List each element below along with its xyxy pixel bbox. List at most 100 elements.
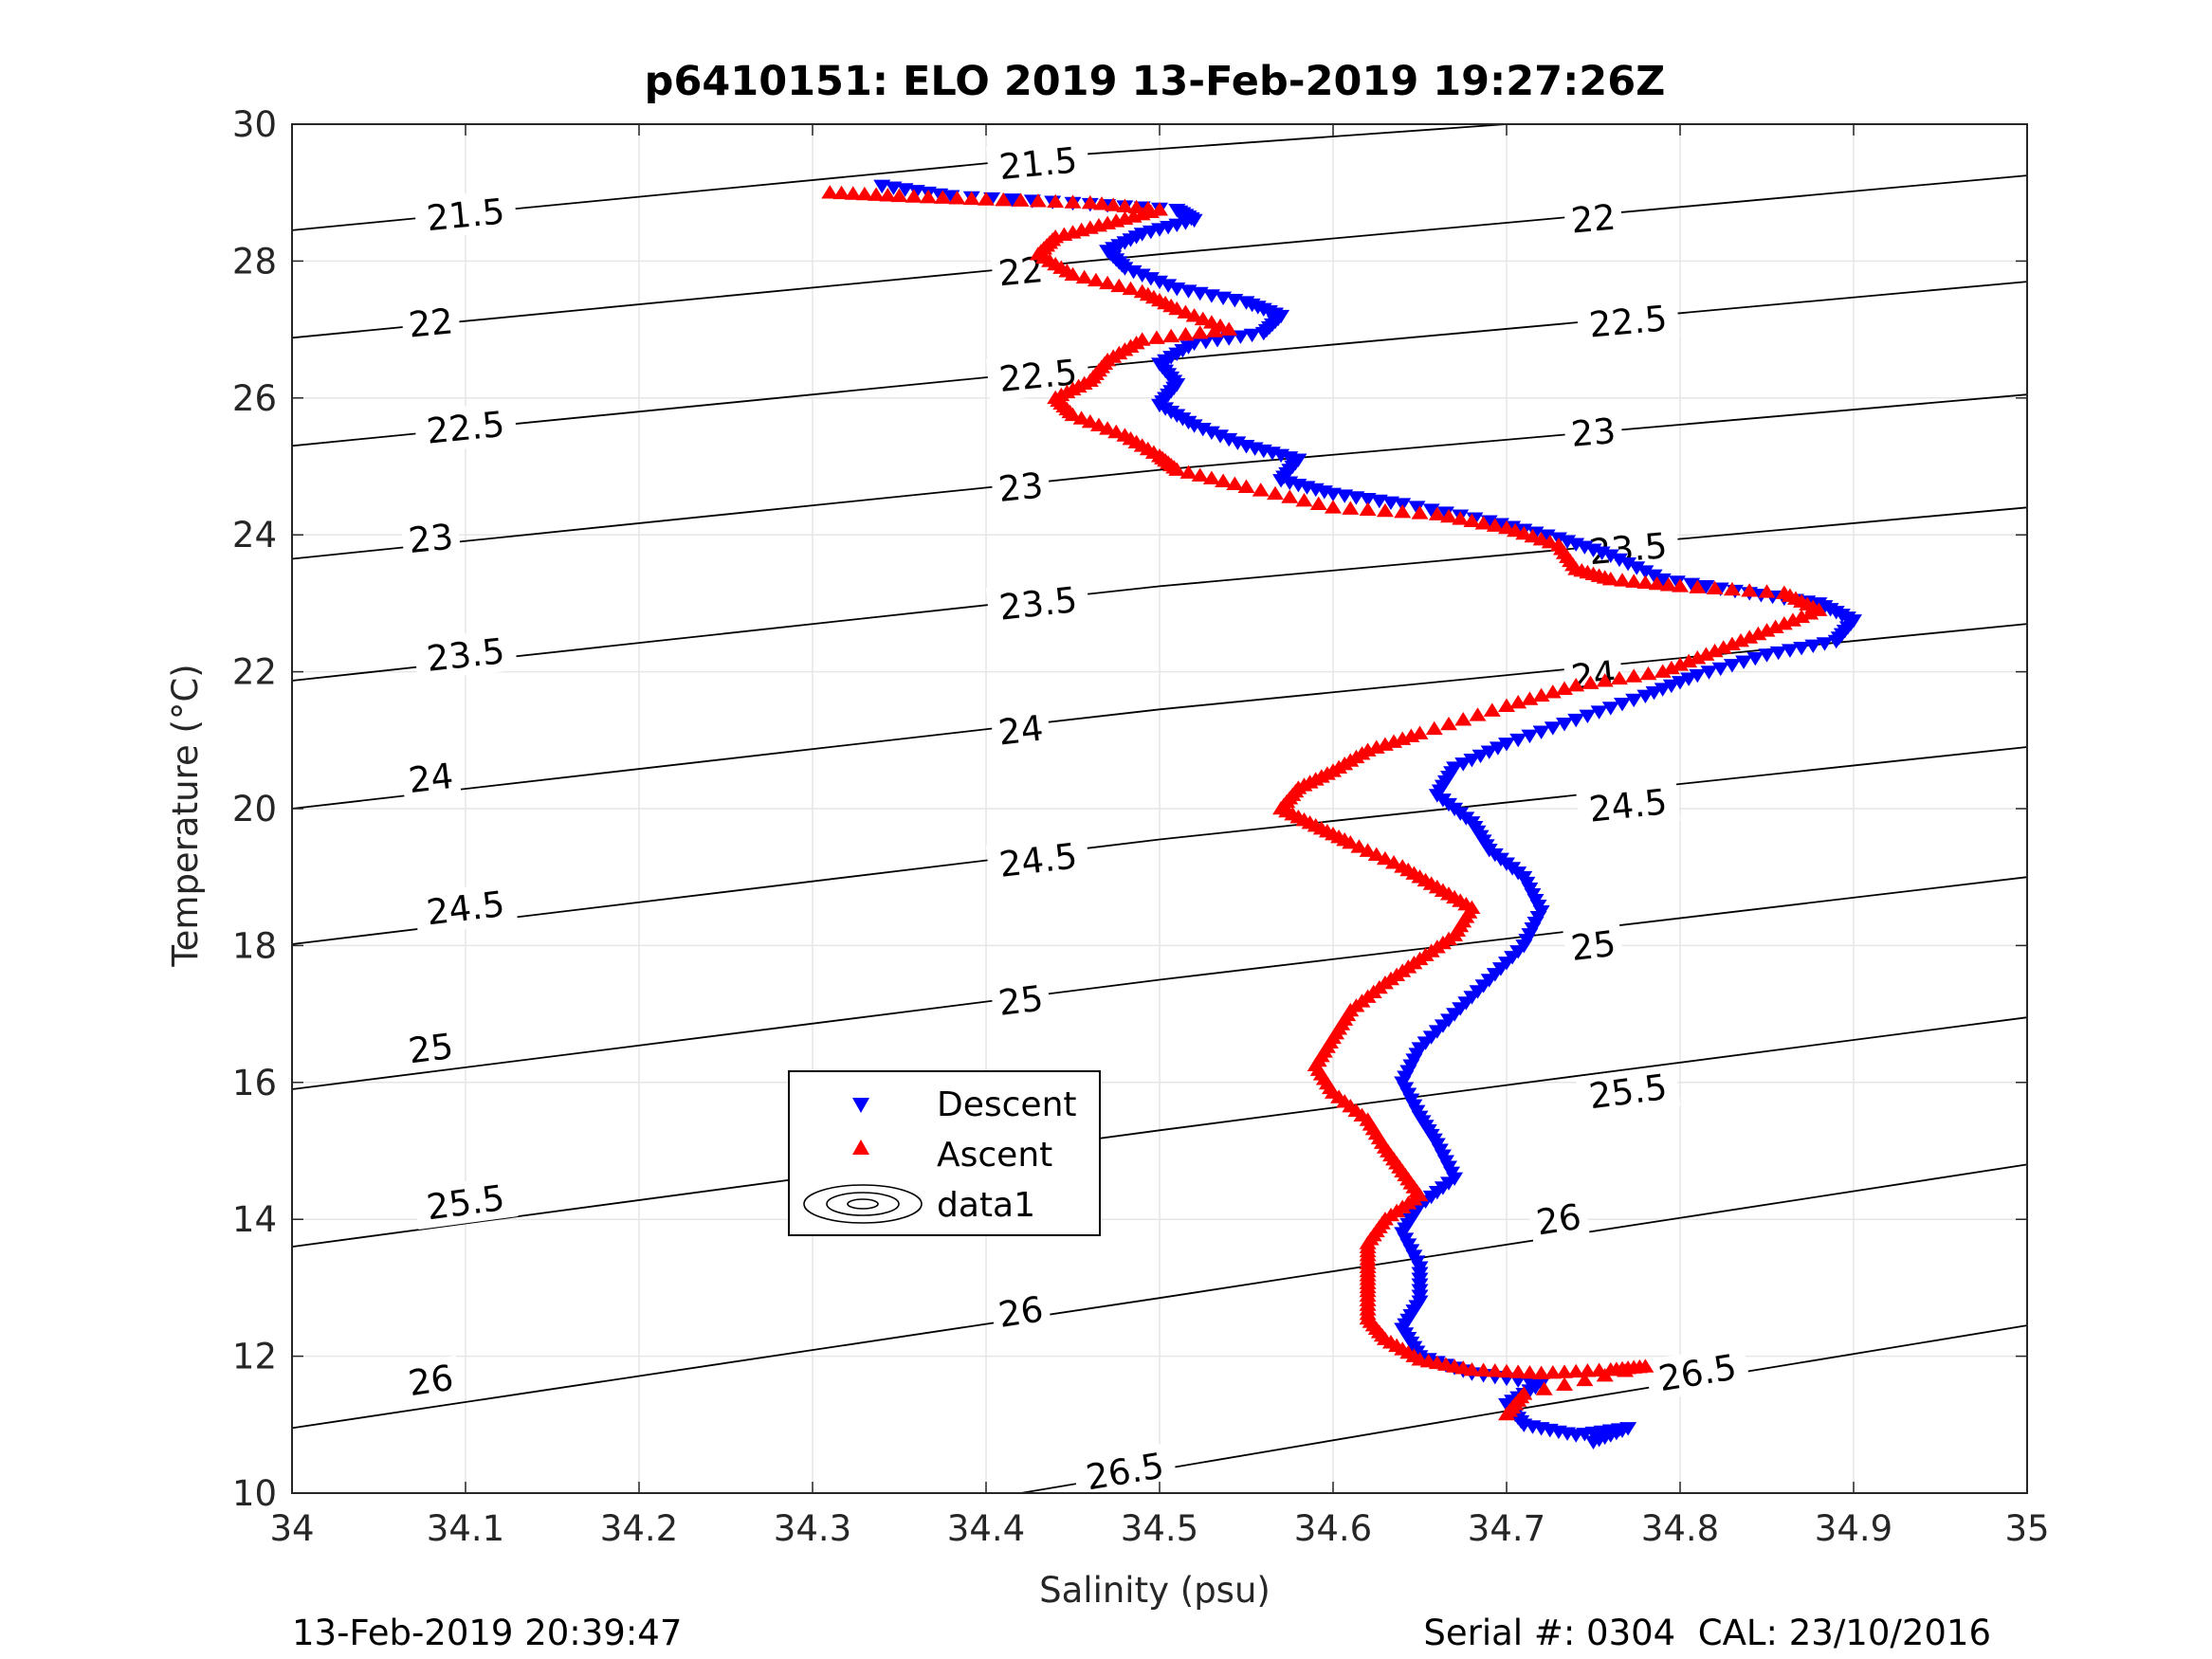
ascent-point <box>1775 615 1793 630</box>
x-tick-label: 34.3 <box>774 1508 851 1549</box>
ascent-point <box>1105 197 1123 211</box>
contour-label-bg <box>1576 778 1681 831</box>
y-tick-label: 16 <box>232 1063 277 1103</box>
contour-line-23 <box>291 393 2028 560</box>
ascent-point <box>1567 677 1585 692</box>
ascent-point <box>1509 694 1527 709</box>
y-tick-label: 18 <box>232 925 277 966</box>
ascent-point <box>1766 619 1784 633</box>
ascent-point <box>1596 673 1614 687</box>
legend-contour-label: data1 <box>937 1186 1035 1225</box>
descent-point <box>1697 580 1715 594</box>
contour-label-25: 25 <box>399 1024 462 1073</box>
contour-label-text: 22.5 <box>1587 298 1669 345</box>
contour-label-text: 22 <box>1569 197 1618 242</box>
ascent-point <box>1295 493 1313 507</box>
x-tick-label: 34.4 <box>947 1508 1025 1549</box>
ascent-point <box>844 186 862 200</box>
ascent-point <box>1452 511 1470 525</box>
contour-label-bg <box>1563 409 1624 456</box>
contour-label-text: 24.5 <box>1587 781 1669 830</box>
contour-label-text: 22.5 <box>425 404 506 452</box>
descent-point <box>1579 709 1597 724</box>
ascent-point <box>1267 485 1284 501</box>
descent-point <box>1509 733 1527 748</box>
contour-label-text: 24 <box>407 756 456 801</box>
ascent-point <box>978 191 995 206</box>
legend-ascent-label: Ascent <box>937 1136 1052 1175</box>
contour-line-23.5 <box>291 506 2028 682</box>
descent-point <box>1480 745 1498 759</box>
x-tick-label: 34.7 <box>1468 1508 1545 1549</box>
ascent-point <box>1535 1381 1553 1395</box>
ascent-point <box>1147 330 1165 344</box>
contour-label-text: 24 <box>996 707 1046 753</box>
ascent-point <box>1625 574 1643 588</box>
ascent-point <box>1723 636 1741 651</box>
contour-label-bg <box>399 1024 462 1073</box>
ascent-point <box>1706 580 1724 595</box>
descent-point <box>1619 556 1637 572</box>
ascent-point <box>1081 194 1099 210</box>
footer-timestamp: 13-Feb-2019 20:39:47 <box>292 1613 682 1653</box>
descent-point <box>1610 553 1628 568</box>
descent-point <box>1590 705 1608 720</box>
ascent-point <box>1185 308 1203 322</box>
ascent-point <box>1596 1367 1614 1382</box>
contour-label-23: 23 <box>1563 409 1624 456</box>
descent-point <box>1683 577 1701 592</box>
descent-point <box>1567 713 1585 728</box>
ascent-point <box>1636 574 1654 590</box>
ascent-point <box>1498 698 1515 712</box>
ascent-point <box>1411 505 1429 520</box>
y-tick-label: 28 <box>232 241 277 282</box>
descent-point <box>1229 436 1247 450</box>
contour-label-text: 26 <box>406 1358 456 1405</box>
ascent-point <box>1672 657 1689 671</box>
ascent-point <box>1440 716 1457 731</box>
ascent-point <box>1544 684 1562 699</box>
ascent-point <box>1110 278 1128 293</box>
ascent-point <box>1509 1364 1527 1378</box>
ascent-point <box>1342 501 1360 515</box>
ascent-point <box>1579 1363 1597 1377</box>
ascent-point <box>1367 847 1385 862</box>
descent-point <box>1408 501 1426 515</box>
legend-descent-marker <box>852 1098 869 1113</box>
ascent-point <box>1047 193 1065 209</box>
contour-label-text: 25 <box>996 977 1046 1024</box>
ascent-point <box>1689 579 1707 593</box>
contour-label-26: 26 <box>989 1286 1052 1337</box>
ascent-point <box>868 187 886 201</box>
ascent-point <box>1521 1364 1539 1379</box>
descent-point <box>1645 685 1663 701</box>
descent-point <box>1680 672 1698 686</box>
descent-point <box>1556 718 1573 732</box>
descent-point <box>1668 575 1686 590</box>
ascent-point <box>1237 479 1255 493</box>
ascent-point <box>1202 470 1220 484</box>
descent-point <box>1142 272 1160 286</box>
contour-line-26 <box>291 1163 2028 1430</box>
ascent-point <box>1350 839 1368 853</box>
ascent-point <box>1723 581 1741 596</box>
descent-point <box>1124 264 1143 280</box>
contour-label-text: 23 <box>407 517 455 562</box>
y-tick-label: 22 <box>232 652 277 693</box>
ascent-point <box>1732 633 1750 647</box>
ascent-point <box>1793 609 1811 624</box>
descent-point <box>1636 689 1654 703</box>
ascent-point <box>1099 421 1117 435</box>
ascent-point <box>1741 583 1759 597</box>
x-tick-label: 34.6 <box>1294 1508 1372 1549</box>
contour-label-text: 22 <box>407 301 455 345</box>
contour-label-22: 22 <box>1563 194 1624 243</box>
y-tick-label: 12 <box>232 1337 277 1377</box>
ascent-point <box>1075 269 1093 284</box>
contour-label-text: 25 <box>406 1026 455 1072</box>
ascent-point <box>1567 1363 1585 1378</box>
ascent-point <box>1801 606 1819 620</box>
contour-label-bg <box>1563 921 1624 970</box>
ascent-point <box>1758 584 1776 598</box>
contour-label-text: 21.5 <box>997 139 1079 188</box>
